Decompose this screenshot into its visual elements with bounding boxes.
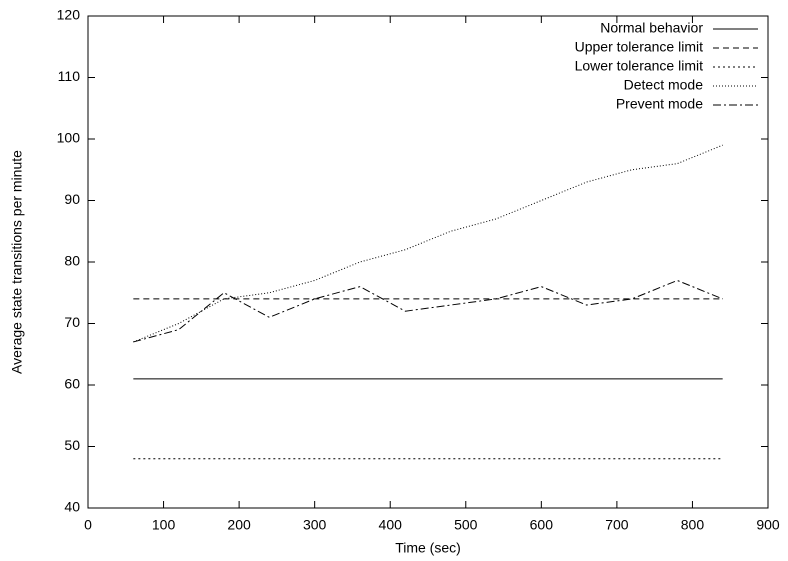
y-tick-label: 70 [64,314,80,330]
legend-label: Detect mode [624,77,704,93]
y-axis-label: Average state transitions per minute [9,150,25,374]
x-tick-label: 900 [756,517,780,533]
y-tick-label: 120 [57,7,81,23]
y-tick-label: 110 [58,68,81,84]
y-tick-label: 50 [64,437,80,453]
x-tick-label: 500 [454,517,478,533]
y-tick-label: 100 [57,130,81,146]
x-tick-label: 700 [605,517,629,533]
y-tick-label: 60 [64,376,80,392]
x-tick-label: 400 [379,517,403,533]
x-axis-label: Time (sec) [395,540,461,556]
x-tick-label: 200 [227,517,251,533]
y-tick-label: 90 [64,191,80,207]
x-tick-label: 800 [681,517,705,533]
legend-label: Upper tolerance limit [575,39,703,55]
y-tick-label: 80 [64,253,80,269]
x-tick-label: 100 [152,517,176,533]
legend-label: Normal behavior [600,20,703,36]
legend-label: Lower tolerance limit [575,58,703,74]
series-line [133,279,723,343]
legend-label: Prevent mode [616,96,703,112]
y-tick-label: 40 [64,499,80,515]
x-tick-label: 0 [84,517,92,533]
x-tick-label: 600 [530,517,554,533]
series-line [133,144,723,343]
x-tick-label: 300 [303,517,327,533]
